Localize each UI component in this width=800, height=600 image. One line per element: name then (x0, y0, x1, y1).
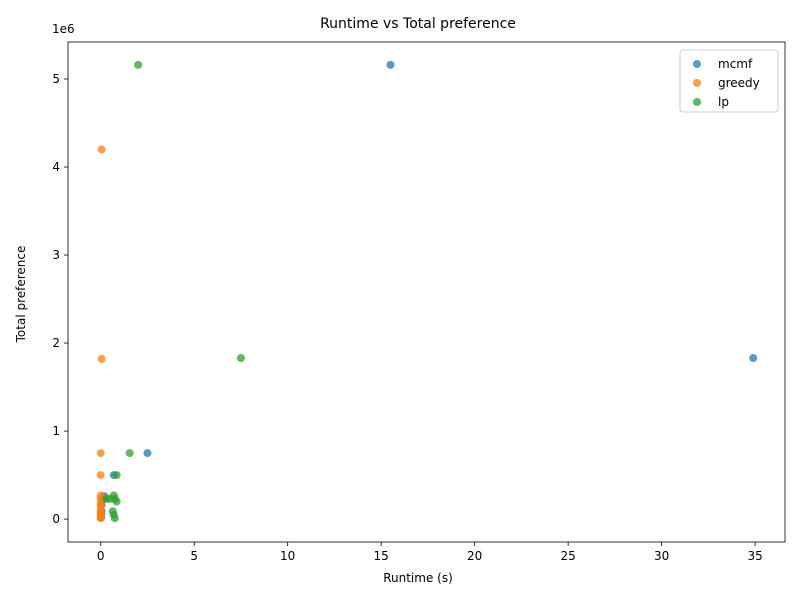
y-tick-label: 1 (52, 424, 60, 438)
legend-label-lp: lp (718, 95, 729, 109)
y-tick-label: 3 (52, 248, 60, 262)
x-tick-label: 30 (654, 549, 669, 563)
y-axis: 0 1 2 3 4 5 (52, 72, 68, 526)
x-tick-label: 15 (374, 549, 389, 563)
series-greedy (96, 145, 106, 523)
data-point-lp (112, 471, 121, 480)
data-point-mcmf (386, 60, 395, 69)
x-tick-label: 35 (747, 549, 762, 563)
data-point-greedy (96, 449, 105, 458)
legend: mcmf greedy lp (679, 49, 779, 113)
data-point-greedy (96, 514, 105, 523)
x-tick-label: 10 (280, 549, 295, 563)
y-axis-label: Total preference (14, 246, 28, 344)
legend-marker-lp (693, 98, 701, 106)
legend-label-mcmf: mcmf (718, 57, 753, 71)
series-lp (102, 60, 245, 523)
plot-frame (67, 41, 786, 543)
data-point-greedy (97, 354, 106, 363)
legend-marker-greedy (693, 79, 701, 87)
data-point-lp (110, 514, 119, 523)
x-tick-label: 5 (190, 549, 198, 563)
x-axis-label: Runtime (s) (383, 571, 453, 585)
y-tick-label: 5 (52, 72, 60, 86)
data-point-lp (236, 354, 245, 363)
y-tick-label: 2 (52, 336, 60, 350)
x-tick-label: 25 (560, 549, 575, 563)
data-point-mcmf (143, 449, 152, 458)
legend-label-greedy: greedy (718, 76, 760, 90)
x-axis: 0 5 10 15 20 25 30 35 (97, 542, 763, 563)
x-tick-label: 20 (467, 549, 482, 563)
y-tick-label: 0 (52, 512, 60, 526)
legend-box (679, 49, 779, 113)
data-point-mcmf (749, 354, 758, 363)
data-point-greedy (96, 471, 105, 480)
legend-marker-mcmf (693, 60, 701, 68)
y-tick-label: 4 (52, 160, 60, 174)
data-point-lp (112, 497, 121, 506)
x-tick-label: 0 (97, 549, 105, 563)
series-mcmf (97, 60, 758, 522)
data-point-lp (125, 449, 134, 458)
data-point-lp (134, 60, 143, 69)
data-point-greedy (97, 145, 106, 154)
chart-title: Runtime vs Total preference (320, 16, 516, 32)
y-axis-multiplier: 1e6 (52, 22, 75, 36)
plot-area (96, 60, 758, 523)
